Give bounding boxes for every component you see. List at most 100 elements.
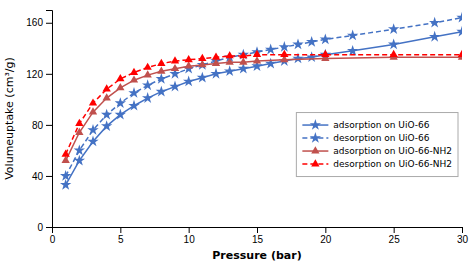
series-line <box>66 55 462 155</box>
legend-label: desorption on UiO-66-NH2 <box>333 159 452 169</box>
tick-label: 25 <box>389 234 401 245</box>
marker <box>116 83 124 90</box>
marker <box>103 84 111 91</box>
legend-label: desorption on UiO-66 <box>333 133 429 143</box>
marker <box>144 63 152 70</box>
marker <box>101 109 112 120</box>
legend-label: adsorption on UiO-66 <box>333 120 429 130</box>
tick-label: 0 <box>50 234 56 245</box>
tick-label: 10 <box>184 234 196 245</box>
legend-item: adsorption on UiO-66 <box>302 119 429 130</box>
tick-mark <box>46 227 52 228</box>
marker <box>157 59 165 66</box>
marker <box>224 65 235 76</box>
legend-marker <box>310 119 321 130</box>
tick-label: 5 <box>118 234 124 245</box>
marker <box>239 58 247 65</box>
marker <box>103 93 111 100</box>
marker <box>157 66 165 73</box>
tick-mark <box>189 227 190 233</box>
marker <box>239 51 247 58</box>
marker <box>128 87 139 98</box>
tick: 120 <box>26 69 52 80</box>
tick-mark <box>46 74 52 75</box>
axis-line <box>46 11 53 228</box>
marker <box>226 58 234 65</box>
marker <box>347 30 358 41</box>
legend-label: adsorption on UiO-66-NH2 <box>333 146 452 156</box>
marker <box>156 86 167 97</box>
legend-item: desorption on UiO-66 <box>302 132 429 143</box>
tick: 25 <box>389 227 401 245</box>
tick-mark <box>325 227 326 233</box>
marker <box>183 76 194 87</box>
marker <box>197 72 208 83</box>
x-axis: 0 5 10 15 20 25 30 <box>50 227 469 245</box>
tick: 0 <box>50 227 56 245</box>
marker <box>74 144 85 155</box>
marker <box>210 68 221 79</box>
marker <box>238 49 249 60</box>
marker <box>456 12 462 23</box>
marker <box>128 100 139 111</box>
marker <box>429 31 440 42</box>
series-markers <box>62 52 462 163</box>
legend-item: desorption on UiO-66-NH2 <box>302 159 452 169</box>
tick-label: 40 <box>32 171 44 182</box>
tick-mark <box>120 227 121 233</box>
series-line <box>66 32 462 185</box>
marker <box>115 109 126 120</box>
marker <box>320 33 331 44</box>
tick-mark <box>46 176 52 177</box>
tick-label: 80 <box>32 120 44 131</box>
tick-label: 20 <box>320 234 332 245</box>
marker <box>156 73 167 84</box>
marker <box>60 170 71 181</box>
marker <box>185 55 193 62</box>
marker <box>292 38 303 49</box>
tick-mark <box>394 227 395 233</box>
tick: 20 <box>320 227 332 245</box>
marker <box>185 61 193 68</box>
marker <box>75 119 83 126</box>
tick-label: 15 <box>252 234 264 245</box>
tick: 5 <box>118 227 124 245</box>
marker <box>265 58 276 69</box>
series-markers <box>60 12 462 181</box>
marker <box>142 79 153 90</box>
x-axis-title: Pressure (bar) <box>212 249 301 262</box>
tick-label: 30 <box>457 234 469 245</box>
marker <box>265 44 276 55</box>
marker <box>101 120 112 131</box>
tick: 15 <box>252 227 264 245</box>
marker <box>62 156 70 163</box>
marker <box>429 17 440 28</box>
legend-item: adsorption on UiO-66-NH2 <box>302 146 452 156</box>
marker <box>306 36 317 47</box>
marker <box>144 70 152 77</box>
tick: 0 <box>37 222 52 233</box>
legend-marker <box>311 146 319 153</box>
marker <box>306 51 317 62</box>
series-line <box>66 18 462 176</box>
marker <box>251 46 262 57</box>
marker <box>171 64 179 71</box>
marker <box>321 50 329 57</box>
marker <box>171 56 179 63</box>
tick-label: 160 <box>26 17 43 28</box>
tick-mark <box>46 125 52 126</box>
marker <box>456 26 462 37</box>
marker <box>280 50 288 57</box>
marker <box>142 92 153 103</box>
marker <box>116 74 124 81</box>
tick-label: 0 <box>37 222 43 233</box>
marker <box>253 50 261 57</box>
marker <box>74 155 85 166</box>
legend-marker <box>310 132 321 143</box>
chart: 0 5 10 15 20 25 30 0 40 80 120 160 adsorption on UiO… <box>0 0 474 265</box>
legend-frame <box>296 113 458 177</box>
tick: 10 <box>184 227 196 245</box>
axis-line <box>53 228 463 234</box>
tick-mark <box>257 227 258 233</box>
marker <box>458 50 462 57</box>
